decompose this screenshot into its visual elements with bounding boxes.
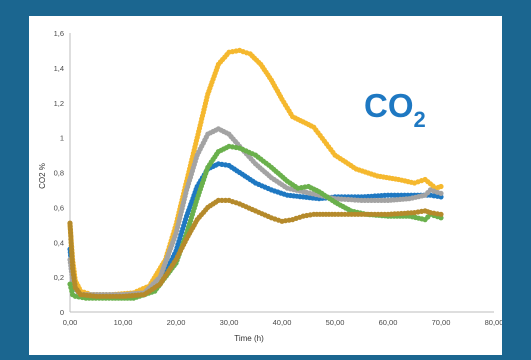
co2-annotation-main: CO bbox=[364, 87, 414, 124]
series-2 bbox=[67, 161, 444, 299]
x-tick-label: 40,00 bbox=[273, 318, 292, 327]
y-tick-label: 0,8 bbox=[54, 169, 64, 178]
y-tick-label: 0,6 bbox=[54, 203, 64, 212]
y-tick-label: 1,4 bbox=[54, 64, 64, 73]
x-tick-label: 60,00 bbox=[379, 318, 398, 327]
chart-panel: 0,00 10,00 20,00 30,00 40,00 50,00 60,00 70,00 8… bbox=[29, 16, 502, 355]
y-tick-label: 0 bbox=[60, 308, 64, 317]
data-point bbox=[219, 197, 225, 203]
y-axis-label: CO2 % bbox=[38, 163, 47, 189]
y-tick-label: 1 bbox=[60, 134, 64, 143]
x-axis-label: Time (h) bbox=[234, 334, 264, 343]
x-tick-label: 70,00 bbox=[432, 318, 451, 327]
x-tick-label: 0,00 bbox=[63, 318, 78, 327]
co2-chart: 0,00 10,00 20,00 30,00 40,00 50,00 60,00 70,00 8… bbox=[38, 29, 502, 343]
y-tick-label: 1,6 bbox=[54, 29, 64, 38]
x-tick-label: 10,00 bbox=[114, 318, 133, 327]
x-tick-label: 20,00 bbox=[167, 318, 186, 327]
data-point bbox=[438, 183, 444, 190]
co2-annotation: CO2 bbox=[364, 87, 426, 132]
y-tick-label: 0,4 bbox=[54, 238, 64, 247]
x-tick-label: 30,00 bbox=[220, 318, 239, 327]
x-tick-labels: 0,00 10,00 20,00 30,00 40,00 50,00 60,00 70,00 8… bbox=[63, 318, 502, 327]
x-tick-label: 50,00 bbox=[326, 318, 345, 327]
y-tick-label: 1,2 bbox=[54, 99, 64, 108]
series-layer bbox=[67, 47, 444, 301]
axes bbox=[69, 33, 494, 313]
series-1 bbox=[67, 47, 444, 298]
co2-annotation-sub: 2 bbox=[414, 107, 426, 132]
y-tick-labels: 0 0,2 0,4 0,6 0,8 1 1,2 1,4 1,6 bbox=[54, 29, 64, 317]
data-point bbox=[438, 211, 444, 217]
series-5 bbox=[67, 197, 444, 299]
series-line bbox=[69, 145, 442, 299]
series-4 bbox=[67, 143, 444, 301]
y-tick-label: 0,2 bbox=[54, 273, 64, 282]
x-tick-label: 80,00 bbox=[485, 318, 502, 327]
data-point bbox=[438, 190, 444, 196]
